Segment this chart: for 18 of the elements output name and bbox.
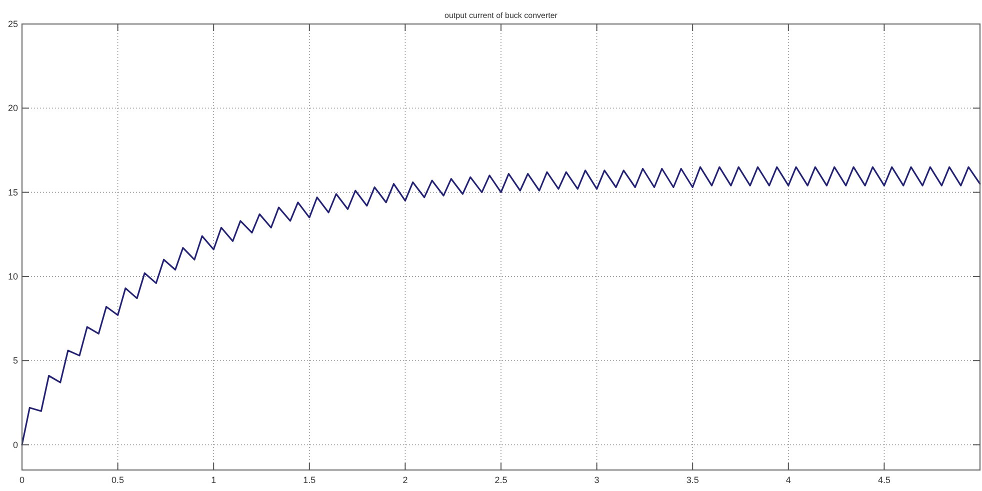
y-tick-label: 25 bbox=[8, 19, 18, 29]
x-tick-label: 4 bbox=[786, 475, 791, 485]
line-series bbox=[21, 166, 981, 446]
x-tick-label: 0.5 bbox=[112, 475, 124, 485]
x-tick-label: 1 bbox=[211, 475, 216, 485]
x-tick-label: 2.5 bbox=[494, 475, 508, 485]
y-tick-label: 15 bbox=[8, 187, 18, 198]
y-tick-label: 10 bbox=[8, 271, 18, 282]
x-tick-label: 1.5 bbox=[303, 475, 316, 485]
y-tick-label: 0 bbox=[12, 440, 18, 450]
x-tick-label: 4.5 bbox=[878, 475, 890, 485]
x-tick-label: 2 bbox=[402, 475, 408, 485]
y-tick-label: 5 bbox=[12, 356, 18, 366]
x-tick-label: 3 bbox=[594, 475, 600, 485]
x-tick-label: 0 bbox=[19, 475, 25, 485]
chart-title: output current of buck converter bbox=[444, 11, 558, 20]
y-tick-label: 20 bbox=[8, 103, 18, 114]
x-tick-label: 3.5 bbox=[686, 475, 699, 485]
